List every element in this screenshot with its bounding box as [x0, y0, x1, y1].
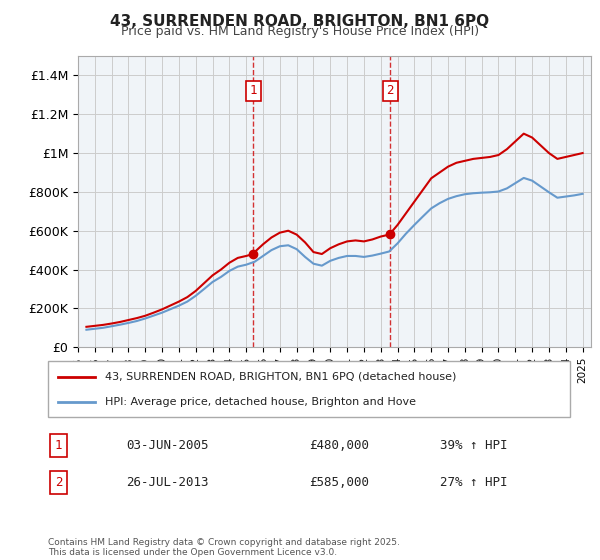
Text: 03-JUN-2005: 03-JUN-2005 [127, 438, 209, 452]
Text: Price paid vs. HM Land Registry's House Price Index (HPI): Price paid vs. HM Land Registry's House … [121, 25, 479, 38]
Text: £480,000: £480,000 [309, 438, 369, 452]
Text: 39% ↑ HPI: 39% ↑ HPI [439, 438, 507, 452]
Text: 1: 1 [55, 438, 62, 452]
Text: 27% ↑ HPI: 27% ↑ HPI [439, 477, 507, 489]
Text: HPI: Average price, detached house, Brighton and Hove: HPI: Average price, detached house, Brig… [106, 396, 416, 407]
Text: 1: 1 [250, 85, 257, 97]
Text: Contains HM Land Registry data © Crown copyright and database right 2025.
This d: Contains HM Land Registry data © Crown c… [48, 538, 400, 557]
Text: £585,000: £585,000 [309, 477, 369, 489]
Text: 43, SURRENDEN ROAD, BRIGHTON, BN1 6PQ (detached house): 43, SURRENDEN ROAD, BRIGHTON, BN1 6PQ (d… [106, 372, 457, 382]
Text: 2: 2 [386, 85, 394, 97]
Text: 43, SURRENDEN ROAD, BRIGHTON, BN1 6PQ: 43, SURRENDEN ROAD, BRIGHTON, BN1 6PQ [110, 14, 490, 29]
Text: 26-JUL-2013: 26-JUL-2013 [127, 477, 209, 489]
Text: 2: 2 [55, 477, 62, 489]
FancyBboxPatch shape [48, 361, 570, 417]
